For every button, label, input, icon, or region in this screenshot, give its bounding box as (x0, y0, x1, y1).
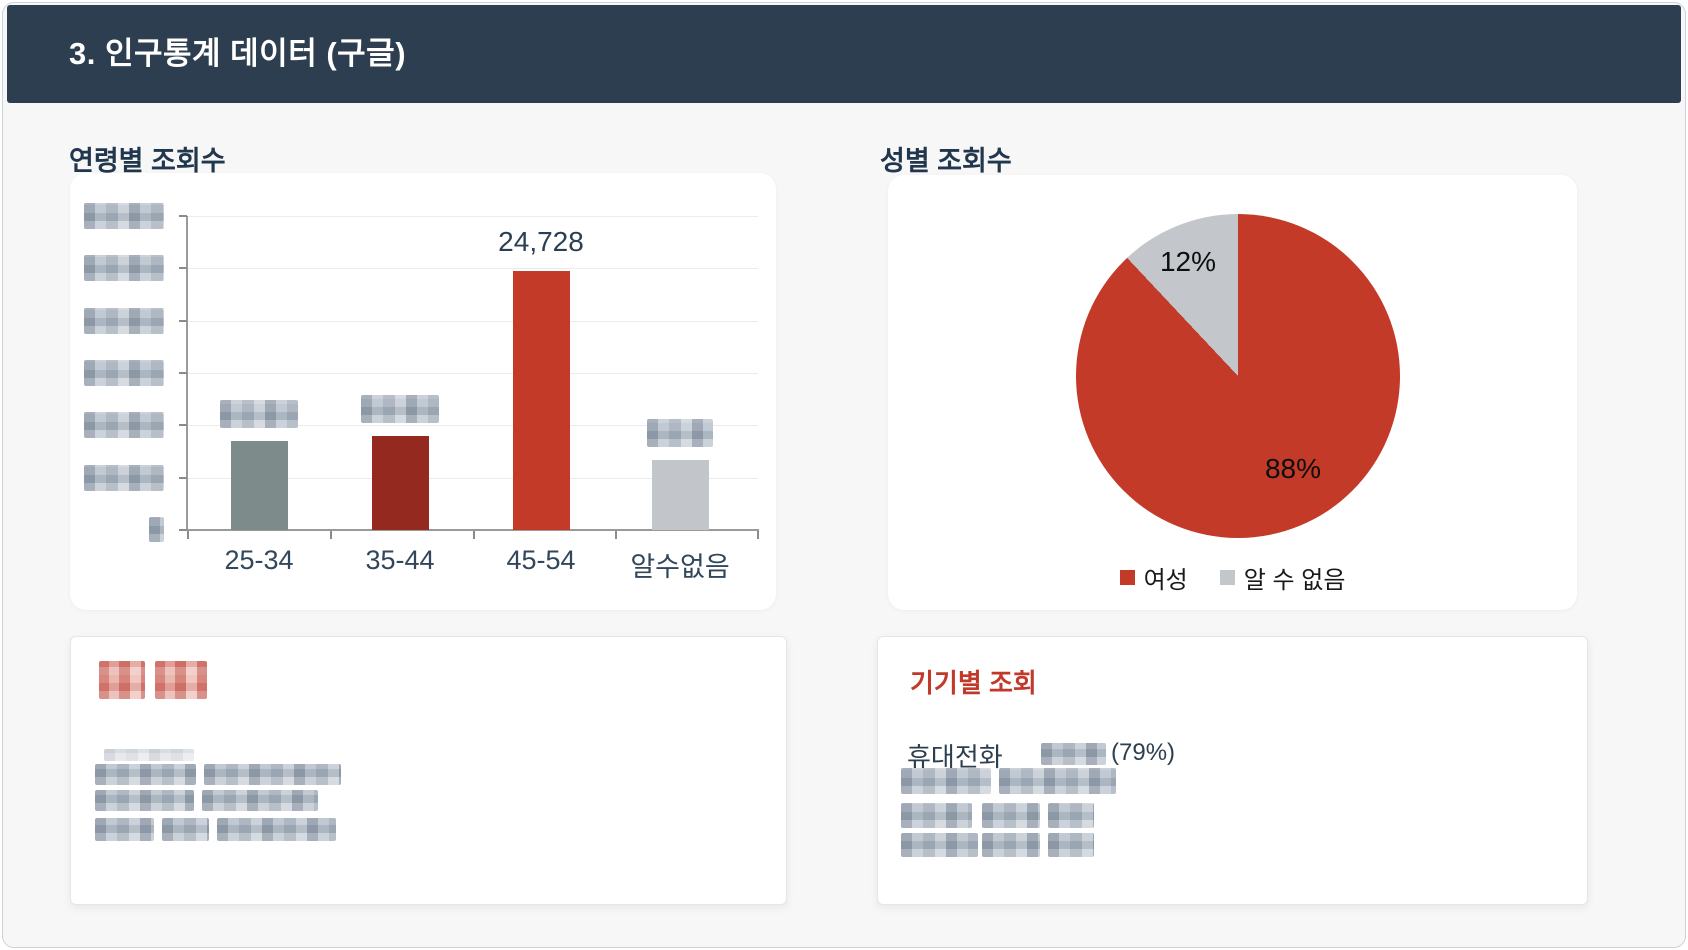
redacted-text-line (217, 818, 336, 841)
device-value-redacted (1041, 743, 1106, 765)
y-tick (179, 267, 187, 270)
y-tick (179, 215, 187, 217)
redacted-text-line (999, 768, 1116, 794)
device-share: (79%) (1111, 739, 1176, 766)
gridline (187, 320, 758, 322)
device-card-title: 기기별 조회 (910, 668, 1037, 698)
device-line: 휴대전화 (79%) (907, 737, 1175, 774)
legend-swatch (1219, 570, 1235, 585)
header: 3. 인구통계 데이터 (구글) (7, 5, 1681, 103)
gender-chart-card: 12% 88% 여성 알 수 없음 (888, 175, 1577, 610)
gridline (187, 373, 758, 374)
legend-swatch (1119, 570, 1135, 585)
y-tick-label-redacted (84, 307, 164, 334)
gender-pie-chart (1076, 214, 1400, 538)
bar-45-54 (512, 271, 570, 530)
y-tick (179, 372, 187, 374)
bar-35-44 (371, 436, 429, 530)
y-tick-label-redacted (149, 517, 164, 542)
legend-label: 여성 (1143, 567, 1188, 594)
y-tick-label-redacted (84, 203, 164, 229)
age-section-title: 연령별 조회수 (69, 146, 226, 176)
redacted-text-line (95, 764, 196, 785)
x-axis (186, 529, 759, 531)
device-views-card: 기기별 조회 휴대전화 (79%) (877, 636, 1588, 905)
bar-chart-plot: 24,728 (179, 215, 759, 539)
redacted-text-line (95, 818, 154, 841)
y-tick (179, 476, 187, 479)
gridline (187, 425, 758, 427)
page-title: 3. 인구통계 데이터 (구글) (69, 36, 407, 71)
redacted-text-line (982, 833, 1040, 857)
x-tick (329, 531, 332, 539)
x-tick (187, 531, 189, 539)
y-tick (179, 529, 187, 531)
bar-value-label: 24,728 (498, 226, 584, 257)
pie-legend: 여성 알 수 없음 (888, 560, 1577, 595)
y-tick (179, 319, 187, 322)
redacted-text-line (104, 749, 194, 761)
redacted-card-title (155, 661, 207, 699)
gridline (187, 216, 758, 217)
gridline (187, 477, 758, 479)
bar-value-redacted (361, 395, 439, 423)
redacted-text-line (1048, 833, 1094, 857)
device-label: 휴대전화 (907, 742, 1003, 772)
legend-item-여성: 여성 (1119, 560, 1188, 595)
pie-slice-label-unknown: 12% (1159, 246, 1217, 277)
redacted-text-line (162, 818, 209, 841)
x-axis-label-25-34: 25-34 (224, 545, 294, 575)
redacted-text-line (204, 764, 341, 785)
x-tick (757, 531, 759, 539)
age-chart-card: 24,728 25-34 35-44 45-54 알수없음 (70, 173, 776, 610)
redacted-text-line (95, 790, 194, 811)
bar-value-redacted (647, 419, 713, 447)
x-tick (472, 531, 475, 539)
y-tick-label-redacted (84, 255, 164, 282)
y-tick (179, 424, 187, 427)
redacted-text-line (901, 768, 991, 794)
legend-item-알 수 없음: 알 수 없음 (1219, 560, 1346, 595)
bar-value-redacted (220, 400, 298, 428)
x-axis-label-45-54: 45-54 (506, 545, 576, 575)
redacted-note-card (70, 636, 787, 905)
redacted-text-line (901, 803, 972, 828)
redacted-text-line (202, 790, 318, 811)
bar-알수없음 (651, 460, 709, 530)
y-axis (186, 216, 188, 530)
pie-slice-label-female: 88% (1264, 453, 1322, 484)
x-tick (615, 531, 618, 539)
redacted-text-line (982, 803, 1040, 828)
redacted-card-title (99, 661, 145, 699)
x-axis-label-35-44: 35-44 (365, 545, 435, 575)
redacted-text-line (1048, 803, 1094, 828)
x-axis-label-알수없음: 알수없음 (630, 552, 730, 582)
legend-label: 알 수 없음 (1243, 567, 1346, 594)
gender-section-title: 성별 조회수 (880, 146, 1012, 176)
redacted-text-line (901, 833, 978, 857)
y-tick-label-redacted (84, 412, 164, 439)
y-tick-label-redacted (84, 464, 164, 491)
bar-25-34 (230, 441, 288, 530)
y-tick-label-redacted (84, 359, 164, 386)
gridline (187, 268, 758, 270)
